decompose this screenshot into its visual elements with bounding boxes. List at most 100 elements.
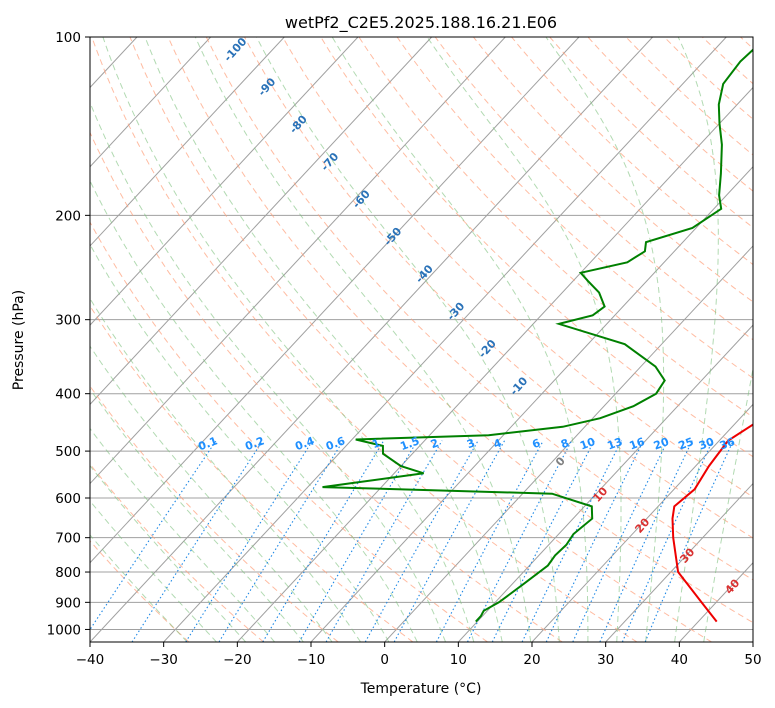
mixing-ratio-line <box>599 440 693 642</box>
mixing-ratio-label: 36 <box>718 435 737 453</box>
temperature-line <box>671 423 753 623</box>
dry-adiabat-line <box>282 37 753 498</box>
isotherm-line <box>457 324 753 642</box>
mixing-ratio-line <box>298 440 418 642</box>
dry-adiabat-label: -40 <box>413 262 436 286</box>
moist-adiabat-label: 0 <box>553 454 568 469</box>
mixing-ratio-label: 4 <box>492 436 504 451</box>
dry-adiabat-line <box>90 305 414 642</box>
mixing-ratio-line <box>218 440 344 642</box>
dry-adiabat-line <box>739 37 753 50</box>
moist-adiabat-label: 30 <box>677 545 697 565</box>
y-tick-label: 800 <box>55 565 81 581</box>
mixing-ratio-line <box>90 440 217 631</box>
x-tick-label: −40 <box>76 652 105 668</box>
y-tick-label: 400 <box>55 387 81 403</box>
mixing-ratio-label: 0.4 <box>293 434 316 453</box>
moist-adiabat-line <box>102 37 475 642</box>
mixing-ratio-label: 13 <box>606 435 625 452</box>
dry-adiabat-label: -10 <box>507 374 530 398</box>
mixing-ratio-label: 0.1 <box>196 434 219 453</box>
dry-adiabat-line <box>91 37 638 642</box>
dry-adiabat-line <box>90 385 339 642</box>
x-tick-label: 50 <box>744 652 761 668</box>
dry-adiabat-line <box>129 37 712 642</box>
isotherm-line <box>384 245 753 642</box>
mixing-ratio-line <box>491 440 595 642</box>
dry-adiabat-line <box>90 221 488 642</box>
reference-line-labels: 0.1 0.2 0.4 0.6 1 1.5 2 3 4 6 8 10 13 16 20 25 30 36-100-… <box>196 35 742 597</box>
isotherm-line <box>236 86 753 642</box>
moist-adiabat-line <box>703 366 753 642</box>
dry-adiabat-line <box>90 540 190 642</box>
y-axis-label: Pressure (hPa) <box>11 290 27 390</box>
moist-adiabat-line <box>194 37 532 642</box>
dry-adiabat-line <box>167 37 753 624</box>
dry-adiabat-line <box>472 37 753 303</box>
mixing-ratio-label: 3 <box>465 436 477 451</box>
isotherm-line <box>163 37 727 642</box>
dry-adiabat-line <box>358 37 753 418</box>
dry-adiabat-line <box>320 37 753 458</box>
moist-adiabat-label: 10 <box>590 484 610 504</box>
mixing-ratio-line <box>621 440 714 642</box>
mixing-ratio-label: 0.6 <box>324 434 347 453</box>
dry-adiabat-line <box>396 37 753 379</box>
mixing-ratio-label: 8 <box>559 436 571 451</box>
dry-adiabat-line <box>663 37 753 120</box>
dry-adiabat-line <box>549 37 753 229</box>
mixing-ratio-line <box>545 440 644 642</box>
chart-title: wetPf2_C2E5.2025.188.16.21.E06 <box>285 13 557 33</box>
mixing-ratio-line <box>364 440 479 642</box>
y-tick-label: 600 <box>55 491 81 507</box>
dry-adiabat-line <box>90 131 563 642</box>
x-tick-label: −30 <box>149 652 178 668</box>
isotherm-line <box>310 165 753 642</box>
isotherm-line <box>752 641 753 642</box>
x-axis-label: Temperature (°C) <box>360 681 482 697</box>
moist-adiabat-line <box>256 37 560 642</box>
y-tick-label: 700 <box>55 531 81 547</box>
y-tick-label: 300 <box>55 313 81 329</box>
mixing-ratio-line <box>185 440 314 642</box>
dewpoint-line <box>322 48 753 623</box>
mixing-ratio-label: 2 <box>429 436 441 451</box>
y-tick-label: 500 <box>55 444 81 460</box>
moist-adiabat-line <box>90 500 217 642</box>
dry-adiabat-label: -20 <box>476 337 499 361</box>
x-tick-label: 20 <box>523 652 540 668</box>
moist-adiabat-label: 20 <box>632 515 652 535</box>
plot-frame <box>89 36 754 643</box>
dry-adiabat-line <box>510 37 753 266</box>
moist-adiabat-line <box>90 297 362 642</box>
plot-area <box>90 37 753 642</box>
dry-adiabat-line <box>701 37 753 85</box>
x-tick-label: −10 <box>297 652 326 668</box>
moist-adiabat-line <box>90 243 390 642</box>
moist-adiabat-line <box>90 464 247 642</box>
sounding-lines <box>322 48 753 623</box>
dry-adiabat-line <box>90 463 264 642</box>
mixing-ratio-line <box>393 440 506 642</box>
mixing-ratio-label: 30 <box>697 435 716 453</box>
y-tick-label: 100 <box>55 30 81 46</box>
isotherm-line <box>605 482 753 642</box>
mixing-ratio-label: 6 <box>531 436 543 451</box>
moist-adiabat-line <box>144 37 503 642</box>
mixing-ratio-label: 16 <box>628 435 647 453</box>
x-tick-label: 30 <box>597 652 614 668</box>
x-tick-label: 10 <box>450 652 467 668</box>
x-tick-label: 0 <box>380 652 389 668</box>
x-tick-label: −20 <box>223 652 252 668</box>
moist-adiabat-line <box>90 534 188 642</box>
dry-adiabat-label: -70 <box>318 150 341 174</box>
dry-adiabat-line <box>243 37 753 539</box>
dry-adiabat-line <box>625 37 753 156</box>
isotherm-line <box>90 37 285 247</box>
isotherm-line <box>90 37 359 326</box>
isotherm-line <box>531 403 753 642</box>
dry-adiabat-label: -80 <box>287 112 310 136</box>
moist-adiabat-line <box>674 37 719 642</box>
mixing-ratio-label: 10 <box>578 435 597 453</box>
